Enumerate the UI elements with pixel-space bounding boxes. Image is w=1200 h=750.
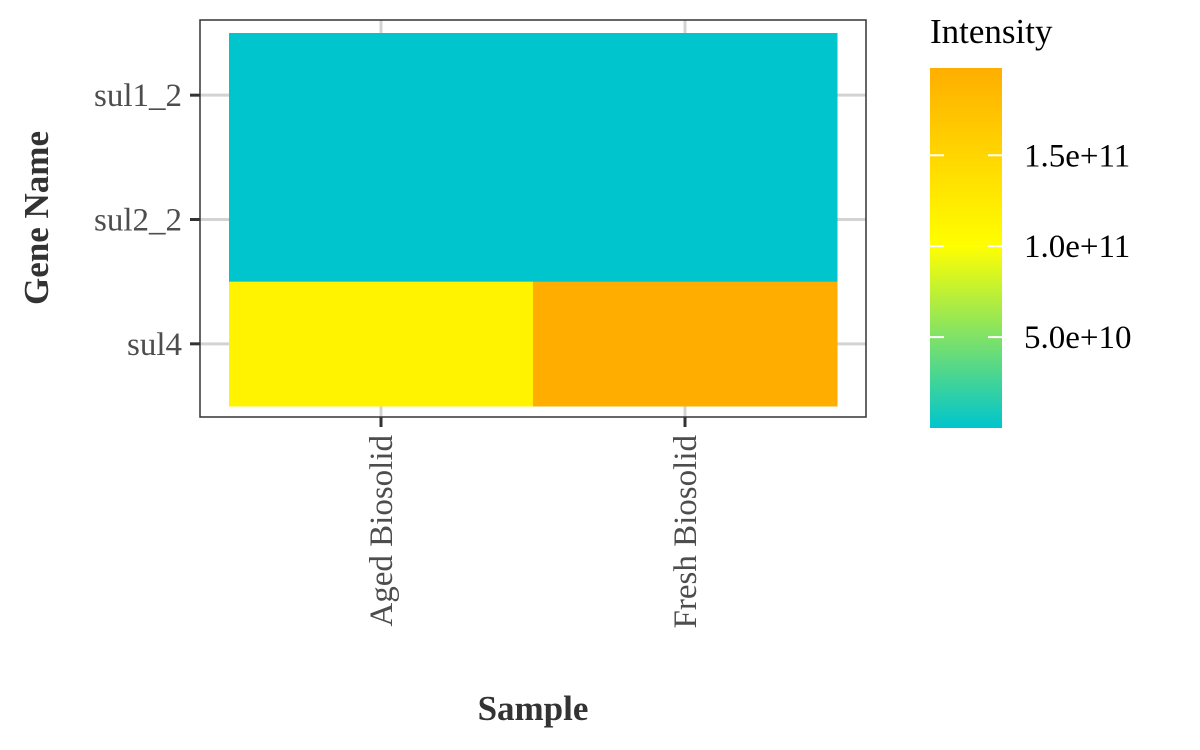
x-axis-title: Sample	[478, 689, 589, 728]
heat-cell	[533, 281, 838, 407]
legend-tick-label: 5.0e+10	[1024, 320, 1132, 356]
heat-cell	[533, 33, 838, 158]
x-tick-label: Fresh Biosolid	[668, 435, 704, 629]
legend-tick-label: 1.0e+11	[1024, 229, 1130, 265]
y-tick-label: sul2_2	[94, 203, 182, 239]
heat-cell	[229, 281, 534, 407]
y-axis: sul1_2 sul2_2 sul4	[94, 78, 200, 363]
x-tick-label: Aged Biosolid	[364, 435, 400, 627]
x-axis: Aged Biosolid Fresh Biosolid	[364, 417, 704, 628]
heat-cell	[533, 157, 838, 283]
heat-cell	[229, 33, 534, 158]
heat-cell	[229, 157, 534, 283]
legend-title: Intensity	[930, 12, 1053, 51]
heatmap-cells	[229, 33, 838, 407]
y-tick-label: sul1_2	[94, 78, 182, 114]
color-legend: Intensity 5.0e+10 1.0e+11 1.5e+11	[930, 12, 1132, 428]
legend-ticks: 5.0e+10 1.0e+11 1.5e+11	[930, 138, 1132, 356]
legend-tick-label: 1.5e+11	[1024, 138, 1130, 174]
legend-colorbar	[930, 68, 1002, 428]
y-tick-label: sul4	[127, 327, 182, 363]
y-axis-title: Gene Name	[17, 131, 56, 305]
